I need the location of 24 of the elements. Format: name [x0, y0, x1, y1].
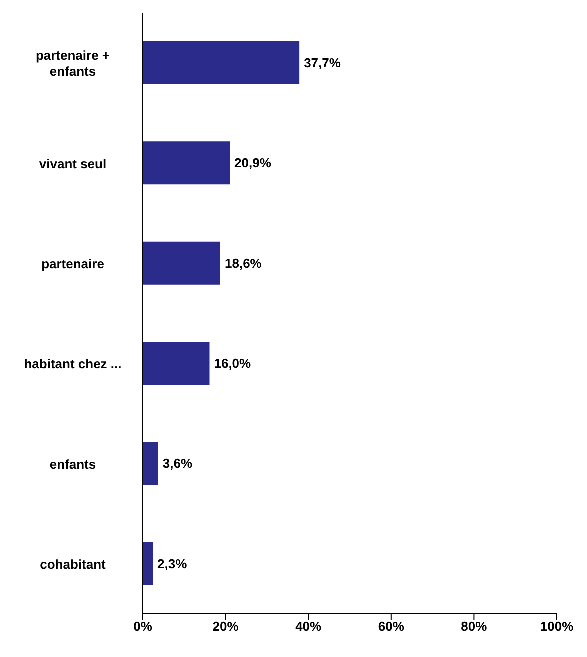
data-label: 37,7% [304, 56, 342, 70]
bar [143, 242, 221, 285]
bar [143, 542, 154, 586]
data-label: 18,6% [225, 256, 262, 271]
x-tick-label: 40% [296, 619, 322, 634]
y-tick-label: habitant chez ... [24, 356, 122, 372]
y-tick-label: partenaire [42, 256, 104, 271]
x-tick-label: 60% [378, 619, 405, 634]
x-tick-label: 20% [212, 619, 240, 634]
x-tick-label: 100% [540, 619, 574, 634]
data-label: 3,6% [162, 456, 193, 472]
y-tick-label: vivant seul [39, 156, 107, 171]
data-label: 20,9% [234, 156, 272, 171]
bar [143, 442, 158, 486]
bar [143, 142, 230, 185]
y-tick-label: partenaire + enfants [36, 48, 110, 79]
y-tick-label: enfants [50, 456, 96, 472]
data-label: 2,3% [158, 556, 188, 572]
y-tick-label: cohabitant [40, 556, 107, 572]
bar [143, 42, 300, 84]
bar [143, 342, 210, 385]
data-label: 16,0% [214, 356, 252, 371]
x-tick-label: 80% [461, 619, 488, 634]
x-tick-label: 0% [134, 619, 153, 634]
